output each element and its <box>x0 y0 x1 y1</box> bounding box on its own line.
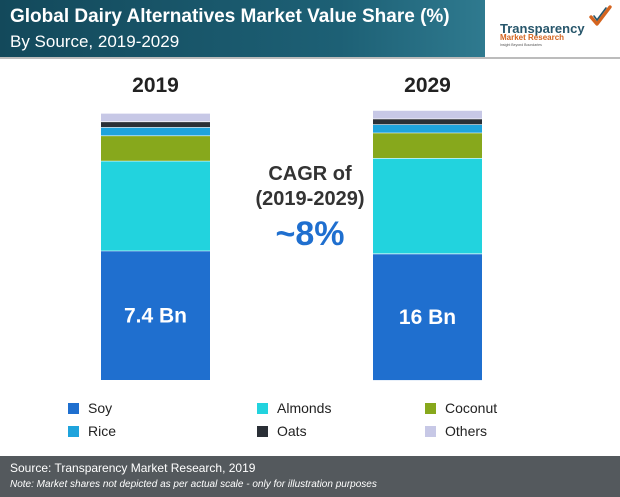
bar-segment-others-2029[interactable] <box>373 110 482 119</box>
legend-item-almonds[interactable]: Almonds <box>257 400 331 416</box>
legend-swatch-almonds <box>257 402 268 414</box>
bar-segment-rice-2019[interactable] <box>101 127 210 136</box>
header: Global Dairy Alternatives Market Value S… <box>0 0 620 57</box>
legend-label-oats: Oats <box>277 423 307 439</box>
legend-item-soy[interactable]: Soy <box>68 400 112 416</box>
footer: Source: Transparency Market Research, 20… <box>0 456 620 497</box>
chart-subtitle: By Source, 2019-2029 <box>10 32 180 51</box>
legend-label-soy: Soy <box>88 400 113 416</box>
checkmark-logo-icon <box>589 5 612 26</box>
legend-label-coconut: Coconut <box>445 400 498 416</box>
legend-item-rice[interactable]: Rice <box>68 423 116 439</box>
title-band: Global Dairy Alternatives Market Value S… <box>0 0 485 57</box>
legend-label-almonds: Almonds <box>277 400 332 416</box>
bar-segment-soy-2019[interactable] <box>101 250 210 380</box>
cagr-period: (2019-2029) <box>256 188 365 210</box>
legend-label-others: Others <box>445 423 488 439</box>
bar-segment-oats-2019[interactable] <box>101 121 210 128</box>
header-divider <box>0 57 620 59</box>
bar-segment-almonds-2019[interactable] <box>101 160 210 251</box>
bar-segment-others-2019[interactable] <box>101 113 210 122</box>
legend-swatch-others <box>425 425 436 437</box>
legend-swatch-soy <box>68 402 79 414</box>
bars-group <box>101 109 482 381</box>
bar-value-label-2019: 7.4 Bn <box>124 304 187 327</box>
cagr-label: CAGR of <box>268 163 352 185</box>
bar-segment-coconut-2019[interactable] <box>101 135 210 161</box>
bar-segment-soy-2029[interactable] <box>373 253 482 381</box>
note-text: Note: Market shares not depicted as per … <box>10 479 377 490</box>
legend-item-oats[interactable]: Oats <box>257 423 307 439</box>
legend-item-others[interactable]: Others <box>425 423 487 439</box>
bar-segment-rice-2029[interactable] <box>373 124 482 133</box>
category-label-2029: 2029 <box>404 74 451 97</box>
logo-name: Transparency <box>500 21 585 36</box>
legend-swatch-rice <box>68 425 79 437</box>
bar-segment-oats-2029[interactable] <box>373 118 482 125</box>
chart-title: Global Dairy Alternatives Market Value S… <box>10 6 450 27</box>
bar-value-label-2029: 16 Bn <box>399 306 456 329</box>
logo-subname: Market Research <box>500 33 565 42</box>
bar-segment-coconut-2029[interactable] <box>373 132 482 158</box>
legend: Soy Almonds Coconut Rice Oats Others <box>0 396 620 446</box>
cagr-value: ~8% <box>276 215 345 253</box>
category-label-2019: 2019 <box>132 74 179 97</box>
logo-tagline: Insight Beyond Boundaries <box>500 43 542 47</box>
stacked-bar-chart: 2019 2029 7.4 Bn 16 Bn CAGR of (2019-202… <box>101 74 482 381</box>
legend-swatch-oats <box>257 425 268 437</box>
source-text: Source: Transparency Market Research, 20… <box>10 461 256 475</box>
company-logo[interactable]: Transparency Market Research Insight Bey… <box>500 4 615 52</box>
legend-label-rice: Rice <box>88 423 117 439</box>
bar-segment-almonds-2029[interactable] <box>373 158 482 254</box>
legend-swatch-coconut <box>425 402 436 414</box>
legend-item-coconut[interactable]: Coconut <box>425 400 497 416</box>
